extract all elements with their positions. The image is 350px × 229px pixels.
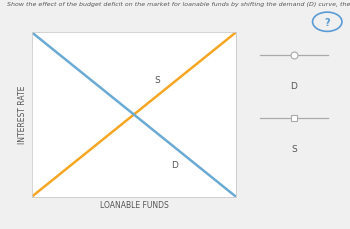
- Text: Show the effect of the budget deficit on the market for loanable funds by shifti: Show the effect of the budget deficit on…: [7, 2, 350, 7]
- Text: ?: ?: [324, 18, 330, 28]
- Y-axis label: INTEREST RATE: INTEREST RATE: [18, 85, 27, 144]
- Text: D: D: [171, 161, 177, 170]
- Text: S: S: [154, 76, 160, 85]
- X-axis label: LOANABLE FUNDS: LOANABLE FUNDS: [99, 201, 168, 210]
- Text: D: D: [290, 82, 298, 91]
- Text: S: S: [291, 144, 297, 153]
